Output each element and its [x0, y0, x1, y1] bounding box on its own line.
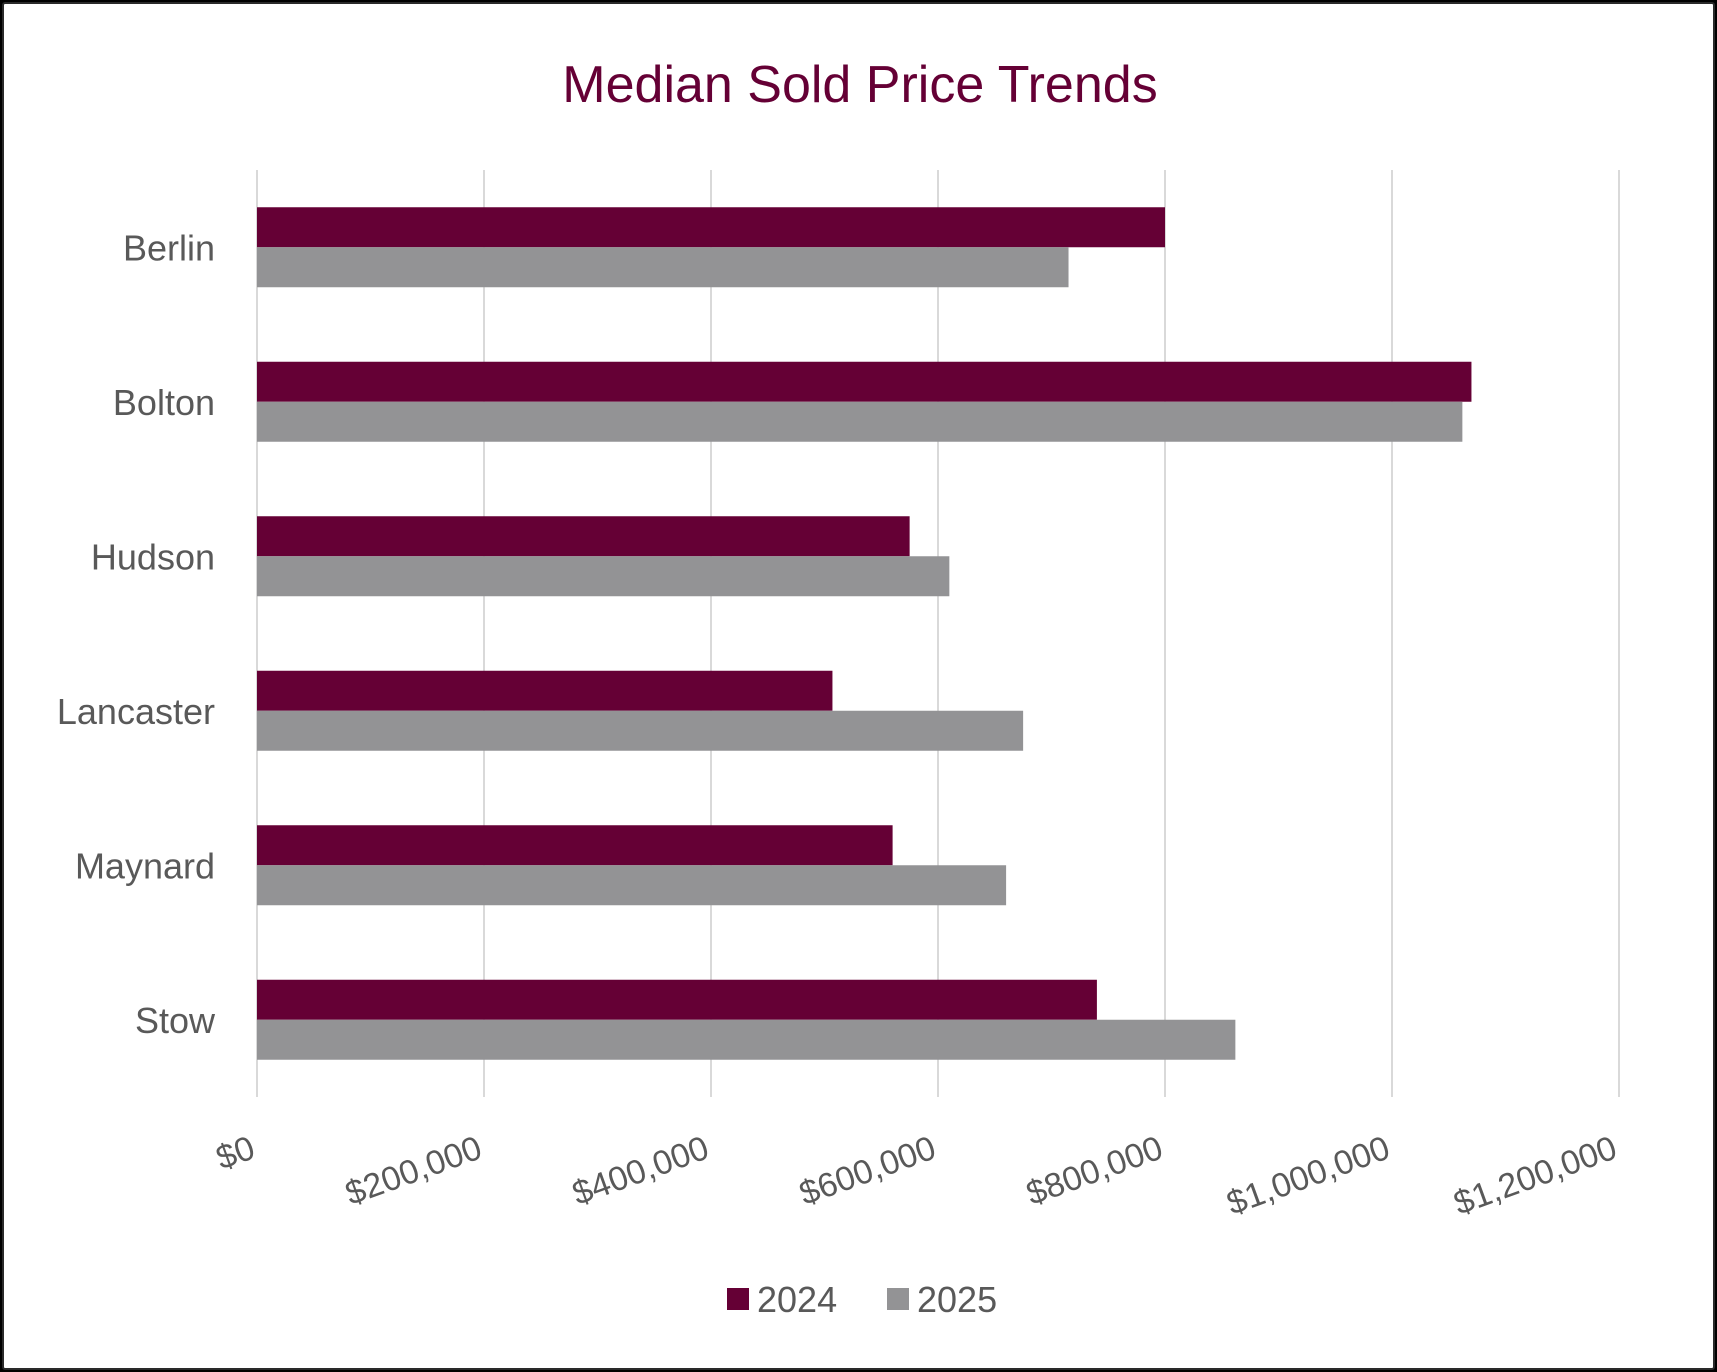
- category-label-hudson: Hudson: [91, 536, 215, 577]
- bar-chart: Median Sold Price Trends Berlin Bolton Hud…: [57, 56, 1622, 1320]
- chart-title: Median Sold Price Trends: [562, 56, 1157, 114]
- bar-bolton-2025: [257, 401, 1463, 442]
- category-label-berlin: Berlin: [123, 227, 215, 268]
- bar-hudson-2025: [257, 556, 950, 597]
- bars: [257, 207, 1472, 1060]
- bar-maynard-2024: [257, 825, 893, 866]
- x-tick-label-0: $0: [211, 1129, 260, 1178]
- bar-maynard-2025: [257, 865, 1007, 906]
- x-tick-label-1: $200,000: [340, 1129, 486, 1213]
- x-tick-labels: $0 $200,000 $400,000 $600,000 $800,000 $1,000…: [211, 1129, 1622, 1223]
- bar-stow-2024: [257, 979, 1097, 1020]
- legend-swatch-2025: [887, 1288, 909, 1310]
- x-tick-label-6: $1,200,000: [1449, 1129, 1622, 1223]
- x-tick-label-5: $1,000,000: [1222, 1129, 1395, 1223]
- bar-berlin-2025: [257, 247, 1069, 288]
- x-tick-label-3: $600,000: [794, 1129, 940, 1213]
- x-tick-label-4: $800,000: [1021, 1129, 1167, 1213]
- gridlines: [256, 170, 1620, 1097]
- bar-stow-2025: [257, 1019, 1236, 1060]
- category-labels: Berlin Bolton Hudson Lancaster Maynard Stow: [57, 227, 216, 1041]
- legend-label-2025: 2025: [917, 1279, 997, 1320]
- bar-bolton-2024: [257, 361, 1472, 402]
- category-label-maynard: Maynard: [75, 845, 215, 886]
- category-label-lancaster: Lancaster: [57, 691, 215, 732]
- legend-label-2024: 2024: [757, 1279, 837, 1320]
- bar-lancaster-2024: [257, 670, 833, 711]
- category-label-stow: Stow: [135, 1000, 216, 1041]
- bar-lancaster-2025: [257, 710, 1024, 751]
- legend-swatch-2024: [727, 1288, 749, 1310]
- x-tick-label-2: $400,000: [567, 1129, 713, 1213]
- bar-hudson-2024: [257, 516, 910, 557]
- legend: 2024 2025: [727, 1279, 997, 1320]
- bar-berlin-2024: [257, 207, 1165, 248]
- category-label-bolton: Bolton: [113, 382, 215, 423]
